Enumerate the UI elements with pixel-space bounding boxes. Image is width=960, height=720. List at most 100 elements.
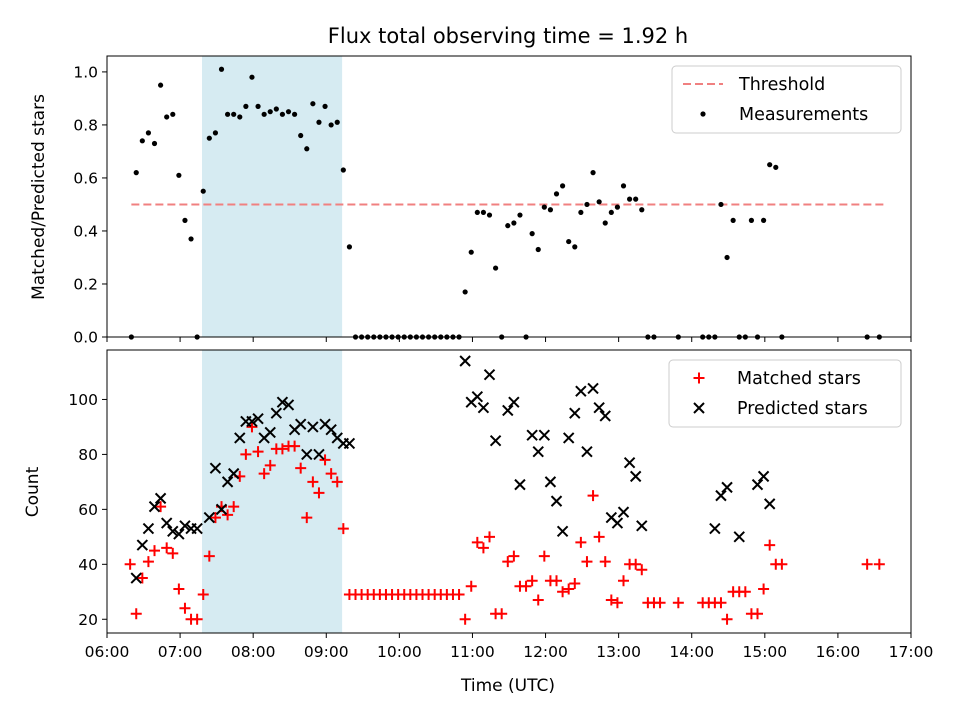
legend-matched-swatch xyxy=(693,372,705,384)
measurement-point xyxy=(584,201,590,208)
matched-star-point xyxy=(331,476,343,488)
top-axes-frame xyxy=(106,55,912,338)
top-chart-title: Flux total observing time = 1.92 h xyxy=(328,24,688,48)
bottom-y-tick-label: 80 xyxy=(78,446,98,464)
predicted-star-point xyxy=(575,385,587,397)
matched-star-point xyxy=(873,558,885,570)
measurement-point xyxy=(468,249,474,255)
measurement-point xyxy=(298,132,304,139)
top-y-tick-label: 0.0 xyxy=(73,329,98,347)
bottom-legend: Matched stars Predicted stars xyxy=(668,359,902,428)
measurement-point xyxy=(773,164,779,170)
bottom-x-tick-label: 14:00 xyxy=(669,643,714,661)
matched-star-point xyxy=(861,558,873,570)
measurement-point xyxy=(164,114,170,120)
predicted-star-point xyxy=(751,478,764,491)
measurement-point xyxy=(292,111,298,117)
top-legend-box xyxy=(671,65,902,134)
predicted-star-point xyxy=(203,511,216,524)
matched-star-point xyxy=(471,536,483,548)
predicted-star-point xyxy=(617,506,630,518)
measurement-point xyxy=(566,238,572,245)
predicted-star-point xyxy=(301,448,313,461)
measurement-point xyxy=(633,196,639,202)
predicted-star-point xyxy=(489,434,502,447)
matched-star-point xyxy=(672,597,684,609)
matched-star-point xyxy=(630,558,642,570)
measurement-point xyxy=(139,138,145,144)
predicted-star-point xyxy=(227,467,240,480)
matched-star-point xyxy=(179,602,191,614)
bottom-y-axis-label: Count xyxy=(23,466,43,517)
measurement-point xyxy=(517,212,523,218)
predicted-star-point xyxy=(270,407,283,419)
measurement-point xyxy=(767,162,773,168)
top-y-axis-label: Matched/Predicted stars xyxy=(29,94,49,300)
measurement-point xyxy=(206,135,212,141)
measurement-point xyxy=(200,188,206,194)
matched-star-point xyxy=(228,501,240,513)
measurement-point xyxy=(188,236,194,242)
matched-star-point xyxy=(209,512,221,524)
bottom-x-tick-label: 08:00 xyxy=(231,643,276,661)
matched-star-point xyxy=(636,564,648,576)
bottom-x-tick-label: 15:00 xyxy=(742,643,787,661)
measurement-point xyxy=(480,209,487,216)
measurement-point xyxy=(462,289,468,295)
bottom-y-tick-label: 20 xyxy=(78,611,98,629)
predicted-stars-points xyxy=(130,355,776,584)
predicted-star-point xyxy=(629,470,642,483)
measurement-point xyxy=(231,111,237,117)
predicted-star-point xyxy=(593,401,605,414)
bottom-x-axis-label: Time (UTC) xyxy=(460,676,555,696)
predicted-star-point xyxy=(636,520,648,532)
predicted-star-point xyxy=(282,399,295,411)
measurement-point xyxy=(724,254,730,261)
measurement-point xyxy=(761,217,767,223)
matched-star-point xyxy=(240,448,252,460)
bottom-x-tick-label: 09:00 xyxy=(304,643,349,661)
top-panel: 0.0 0.2 0.4 0.6 0.8 1.0 Matched/Predicted sta… xyxy=(29,55,912,347)
measurement-point xyxy=(493,265,499,271)
matched-star-point xyxy=(587,490,599,502)
predicted-star-point xyxy=(209,462,222,474)
matched-star-point xyxy=(532,594,544,606)
predicted-star-point xyxy=(562,432,575,444)
legend-predicted-swatch xyxy=(693,402,705,414)
matched-star-point xyxy=(307,476,319,488)
measurement-point xyxy=(237,114,243,120)
measurement-point xyxy=(505,223,511,229)
predicted-star-point xyxy=(715,489,727,502)
matched-star-point xyxy=(130,608,142,620)
bottom-x-tick-label: 17:00 xyxy=(889,643,934,661)
predicted-star-point xyxy=(234,432,246,444)
predicted-star-point xyxy=(246,415,258,428)
measurement-point xyxy=(547,207,554,213)
matched-star-point xyxy=(173,583,185,595)
matched-star-point xyxy=(222,509,234,521)
measurement-point xyxy=(340,167,346,173)
predicted-star-point xyxy=(569,407,581,419)
predicted-star-point xyxy=(471,391,484,403)
predicted-star-point xyxy=(264,426,276,439)
bottom-x-tick-label: 13:00 xyxy=(596,643,641,661)
measurement-point xyxy=(279,111,286,117)
matched-star-point xyxy=(246,421,258,433)
matched-star-point xyxy=(496,608,508,620)
measurement-point xyxy=(608,209,614,216)
matched-star-point xyxy=(453,589,465,601)
predicted-star-point xyxy=(477,401,490,414)
matched-star-point xyxy=(502,556,514,568)
bottom-x-tick-label: 10:00 xyxy=(377,643,422,661)
measurement-point xyxy=(304,146,310,152)
top-legend: Threshold Measurements xyxy=(671,65,902,134)
measurement-point xyxy=(225,111,231,117)
matched-star-point xyxy=(465,580,477,592)
matched-star-point xyxy=(313,487,325,499)
matched-star-point xyxy=(551,575,563,587)
predicted-star-point xyxy=(483,369,496,381)
top-y-tick-label: 1.0 xyxy=(73,63,98,81)
matched-star-point xyxy=(142,556,154,568)
matched-star-point xyxy=(593,531,605,543)
